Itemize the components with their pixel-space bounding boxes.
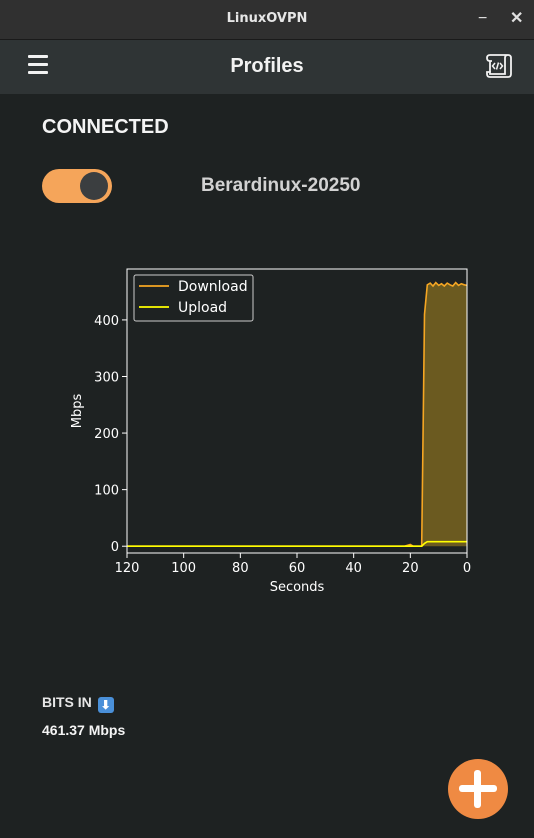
close-icon[interactable]: ✕	[510, 10, 524, 27]
y-tick-label: 100	[94, 484, 119, 499]
app-bar: Profiles	[0, 40, 534, 94]
x-tick-label: 0	[463, 561, 471, 576]
bits-in-label: BITS IN ⬇	[42, 694, 114, 713]
legend-download-label: Download	[178, 279, 248, 295]
add-profile-button[interactable]	[448, 759, 508, 819]
profile-name: Berardinux-20250	[201, 175, 361, 196]
hamburger-menu-icon[interactable]	[28, 55, 48, 75]
x-tick-label: 40	[345, 561, 362, 576]
x-tick-label: 80	[232, 561, 249, 576]
y-tick-label: 400	[94, 314, 119, 329]
legend-upload-label: Upload	[178, 300, 227, 316]
bits-in-value: 461.37 Mbps	[42, 722, 126, 738]
y-tick-label: 0	[111, 540, 119, 555]
window-title: LinuxOVPN	[226, 11, 308, 26]
download-series-line	[127, 281, 468, 548]
bits-in-label-text: BITS IN	[42, 694, 92, 710]
x-tick-label: 120	[115, 561, 140, 576]
window-titlebar: LinuxOVPN − ✕	[0, 0, 534, 40]
page-title: Profiles	[230, 55, 304, 77]
x-tick-label: 60	[289, 561, 306, 576]
download-area-fill	[127, 282, 467, 547]
toggle-knob[interactable]	[80, 172, 108, 200]
connection-status: CONNECTED	[42, 116, 169, 138]
down-arrow-icon: ⬇	[97, 697, 114, 713]
bandwidth-chart: 120 100 80 60 40 20 00100200300400SecondsMbpsD…	[70, 268, 471, 595]
y-axis-label: Mbps	[70, 394, 85, 429]
x-tick-label: 100	[171, 561, 196, 576]
vpn-connection-toggle[interactable]	[42, 169, 112, 203]
y-tick-label: 300	[94, 370, 119, 385]
minimize-icon[interactable]: −	[478, 10, 488, 27]
code-scroll-icon[interactable]	[484, 52, 514, 80]
x-axis-label: Seconds	[270, 580, 325, 595]
y-tick-label: 200	[94, 427, 119, 442]
upload-series-line	[127, 540, 467, 548]
x-tick-label: 20	[402, 561, 419, 576]
